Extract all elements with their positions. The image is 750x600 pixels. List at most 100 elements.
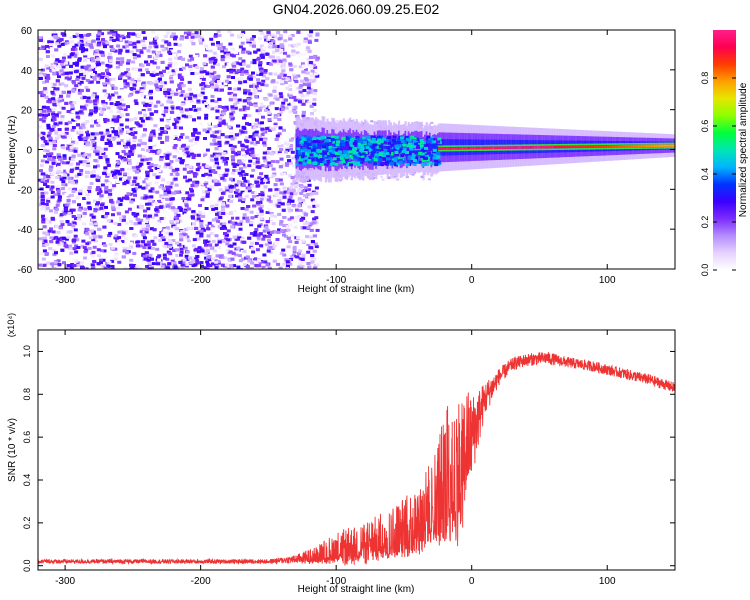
spectrogram-cell	[41, 218, 46, 221]
spectrogram-cell	[40, 172, 45, 176]
spectrogram-cell	[180, 77, 185, 81]
spectrogram-cell	[297, 215, 301, 218]
spectrogram-cell	[116, 68, 121, 72]
spectrogram-cell	[132, 139, 137, 143]
spectrogram-cell	[293, 105, 298, 109]
spectrogram-cell	[148, 157, 153, 161]
spectrogram-cell	[80, 108, 85, 112]
spectrogram-cell	[195, 91, 200, 95]
spectrogram-cell	[308, 235, 313, 239]
spectrogram-cell	[77, 99, 82, 103]
spectrogram-cell	[53, 264, 58, 268]
spectrogram-cell	[217, 105, 222, 109]
spectrogram-cell	[82, 222, 87, 226]
spectrogram-cell	[256, 203, 261, 207]
spectrogram-cell	[226, 229, 231, 233]
spectrogram-cell	[75, 238, 80, 242]
spectrogram-cell	[179, 250, 184, 254]
spectrogram-cell	[53, 260, 58, 264]
spectrogram-cell	[288, 223, 293, 227]
spectrogram-cell	[210, 57, 215, 61]
spectrogram-cell	[280, 104, 285, 108]
spectrogram-cell	[216, 166, 221, 170]
spectrogram-cell	[68, 148, 73, 152]
spectrogram-cell	[306, 91, 311, 95]
spectrogram-cell	[166, 100, 171, 104]
spectrogram-cell	[220, 205, 225, 209]
spectrogram-cell	[207, 176, 212, 180]
spectrogram-cell	[167, 50, 172, 54]
spectrogram-cell	[149, 169, 154, 173]
spectrogram-cell	[218, 121, 223, 125]
spectrogram-cell	[148, 253, 153, 257]
spectrogram-cell	[151, 50, 156, 54]
spectrogram-cell	[203, 81, 208, 85]
spectrogram-cell	[155, 190, 160, 194]
spectrogram-cell	[90, 218, 95, 222]
spectrogram-cell	[140, 196, 145, 200]
spectrogram-cell	[222, 152, 227, 155]
spectrogram-cell	[46, 153, 50, 157]
spectrogram-cell	[290, 34, 295, 37]
spectrogram-cell	[91, 140, 96, 144]
spectrogram-cell	[282, 216, 287, 219]
spectrogram-cell	[188, 54, 193, 58]
spectrogram-cell	[298, 187, 303, 190]
spectrogram-cell	[86, 70, 91, 74]
spectrogram-cell	[280, 172, 284, 176]
spectrogram-cell	[101, 53, 105, 57]
spectrogram-cell	[104, 179, 109, 183]
spectrogram-cell	[105, 79, 110, 83]
spectrogram-cell	[143, 36, 147, 40]
spectrogram-cell	[200, 38, 205, 42]
spectrogram-cell	[113, 49, 118, 53]
spectrogram-cell	[243, 91, 248, 95]
spectrogram-cell	[229, 118, 234, 122]
spectrogram-cell	[87, 186, 92, 189]
spectrogram-cell	[230, 155, 235, 159]
spectrogram-cell	[208, 60, 213, 64]
spectrogram-cell	[113, 31, 118, 35]
spectrogram-cell	[91, 93, 96, 97]
spectrogram-cell	[92, 141, 97, 145]
spectrogram-cell	[288, 186, 293, 190]
spectrogram-cell	[246, 64, 251, 68]
spectrogram-cell	[52, 129, 57, 133]
spectrogram-cell	[40, 144, 45, 147]
spectrogram-cell	[49, 236, 54, 240]
spectrogram-cell	[284, 228, 289, 232]
spectrogram-cell	[309, 30, 314, 34]
spectrogram-cell	[41, 137, 46, 141]
spectrogram-cell	[49, 227, 53, 231]
spectrogram-cell	[270, 152, 274, 156]
spectrogram-cell	[118, 62, 123, 66]
spectrogram-cell	[162, 253, 167, 257]
spectrogram-cell	[131, 188, 136, 192]
spectrogram-cell	[184, 202, 189, 206]
spectrogram-cell	[273, 183, 278, 187]
spectrogram-cell	[261, 105, 266, 109]
spectrogram-cell	[209, 75, 214, 78]
spectrogram-cell	[73, 51, 78, 55]
spectrogram-cell	[208, 227, 213, 231]
spectrogram-cell	[193, 142, 198, 145]
spectrogram-cell	[200, 249, 205, 253]
spectrogram-cell	[59, 177, 64, 181]
spectrogram-cell	[49, 264, 54, 268]
spectrogram-cell	[287, 102, 292, 106]
spectrogram-cell	[309, 74, 314, 78]
spectrogram-cell	[133, 131, 138, 135]
spectrogram-cell	[117, 260, 122, 264]
spectrogram-cell	[238, 132, 242, 136]
spectrogram-cell	[147, 261, 152, 265]
spectrogram-cell	[278, 266, 283, 269]
spectrogram-cell	[167, 88, 172, 92]
spectrogram-cell	[246, 97, 251, 101]
spectrogram-cell	[51, 86, 56, 90]
spectrogram-cell	[201, 77, 206, 81]
spectrogram-cell	[73, 70, 78, 74]
spectrogram-cell	[242, 192, 247, 196]
spectrogram-cell	[290, 234, 295, 238]
spectrogram-cell	[41, 132, 46, 136]
